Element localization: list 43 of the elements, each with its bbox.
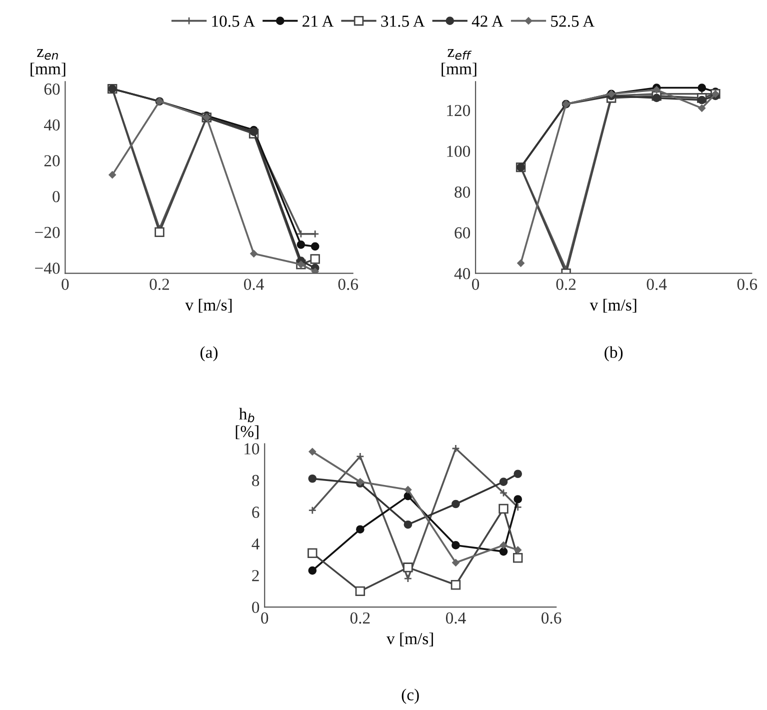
x-tick-label: 0.6 xyxy=(338,278,358,290)
y-tick-label: 0 xyxy=(52,191,60,202)
legend-label: 21 A xyxy=(302,16,334,27)
x-tick-label: 0.4 xyxy=(646,278,667,290)
text: (b) xyxy=(604,346,623,362)
x-tick-label: 0 xyxy=(62,278,69,290)
legend-label: 31.5 A xyxy=(381,16,425,27)
x-tick-label: 0.4 xyxy=(446,612,466,624)
x-axis-title: v [m/s] xyxy=(185,298,232,313)
x-tick-label: 0.2 xyxy=(556,278,576,290)
legend-label: 10.5 A xyxy=(212,16,256,27)
y-tick-label: 6 xyxy=(252,506,260,518)
y-tick-label: 20 xyxy=(44,155,60,166)
x-tick-label: 0 xyxy=(261,612,268,624)
x-axis-title: v [m/s] xyxy=(386,632,433,646)
x-tick-label: 0.2 xyxy=(150,278,169,290)
x-tick-label: 0 xyxy=(472,278,480,290)
x-tick-label: 0.6 xyxy=(737,278,758,290)
y-tick-label: 120 xyxy=(447,104,470,116)
y-tick-label: 2 xyxy=(252,570,259,582)
text: (a) xyxy=(200,346,218,362)
y-tick-label: 0 xyxy=(252,602,260,613)
y-tick-label: 4 xyxy=(252,538,260,550)
text: (c) xyxy=(402,688,419,704)
y-axis-title: z$_{eff}$ [mm] xyxy=(442,49,476,76)
y-tick-label: 100 xyxy=(447,146,470,157)
y-tick-label: 80 xyxy=(454,186,470,198)
y-tick-label: 8 xyxy=(252,474,260,486)
x-tick-label: 0.6 xyxy=(542,612,562,624)
legend-label: 42 A xyxy=(472,16,504,27)
y-axis-title: z$_{en}$ [mm] xyxy=(30,49,66,76)
x-tick-label: 0.2 xyxy=(350,612,370,624)
x-tick-label: 0.4 xyxy=(244,278,264,290)
y-tick-label: 60 xyxy=(454,227,470,239)
y-axis-title: h$_{b}$ [%] xyxy=(236,408,258,440)
y-tick-label: −40 xyxy=(35,262,60,274)
x-axis-title: v [m/s] xyxy=(590,298,636,313)
y-tick-label: 60 xyxy=(44,84,60,95)
y-tick-label: 40 xyxy=(44,119,60,131)
legend-label: 52.5 A xyxy=(551,16,595,27)
y-tick-label: 10 xyxy=(244,443,260,454)
y-tick-label: 40 xyxy=(454,268,470,280)
y-tick-label: −20 xyxy=(35,226,60,238)
